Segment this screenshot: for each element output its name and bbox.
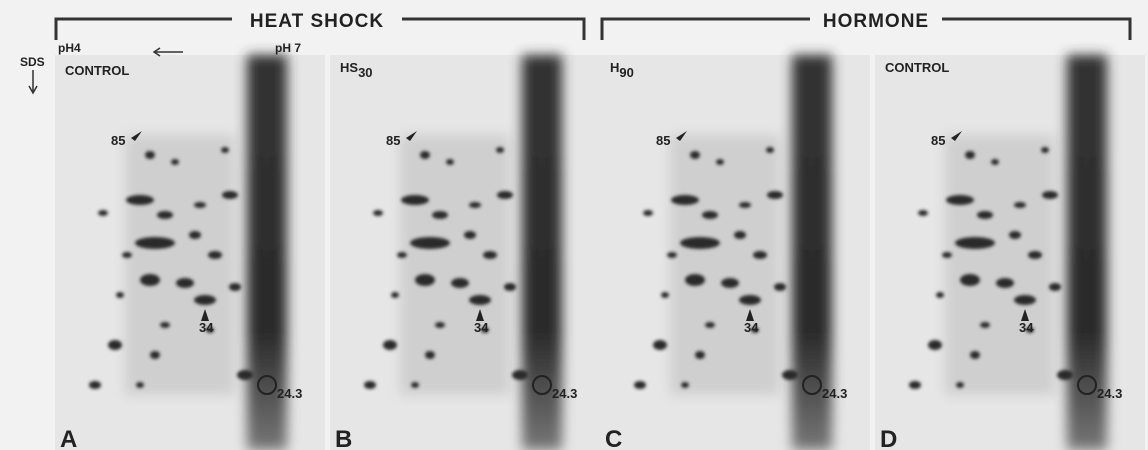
group-label: HORMONE [823,11,929,32]
marker-label: 34 [744,320,759,335]
condition-main: CONTROL [885,60,949,75]
marker-label: 24.3 [552,386,577,401]
marker-label: 24.3 [1097,386,1122,401]
condition-label: CONTROL [885,60,949,75]
panel-letter: C [605,426,622,450]
marker-label: 24.3 [822,386,847,401]
panel-letter: B [335,426,352,450]
figure: HEAT SHOCK HORMONE pH4 pH 7 SDS CONTROL 8… [0,0,1148,450]
marker-label: 34 [199,320,214,335]
brackets [56,19,1130,40]
marker-label: 85 [386,133,400,148]
panel-letter: A [60,426,77,450]
marker-label: 24.3 [277,386,302,401]
marker-label: 85 [111,133,125,148]
condition-main: HS [340,60,358,75]
sds-label: SDS [20,55,45,69]
ph-label: pH 7 [275,41,301,55]
marker-label: 34 [474,320,489,335]
ph-label: pH4 [58,41,81,55]
marker-label: 34 [1019,320,1034,335]
condition-sub: 30 [358,65,372,80]
panel-letter: D [880,426,897,450]
condition-label: CONTROL [65,63,129,78]
condition-main: CONTROL [65,63,129,78]
marker-label: 85 [656,133,670,148]
condition-main: H [610,60,619,75]
condition-sub: 90 [619,65,633,80]
group-label: HEAT SHOCK [250,11,384,32]
marker-label: 85 [931,133,945,148]
